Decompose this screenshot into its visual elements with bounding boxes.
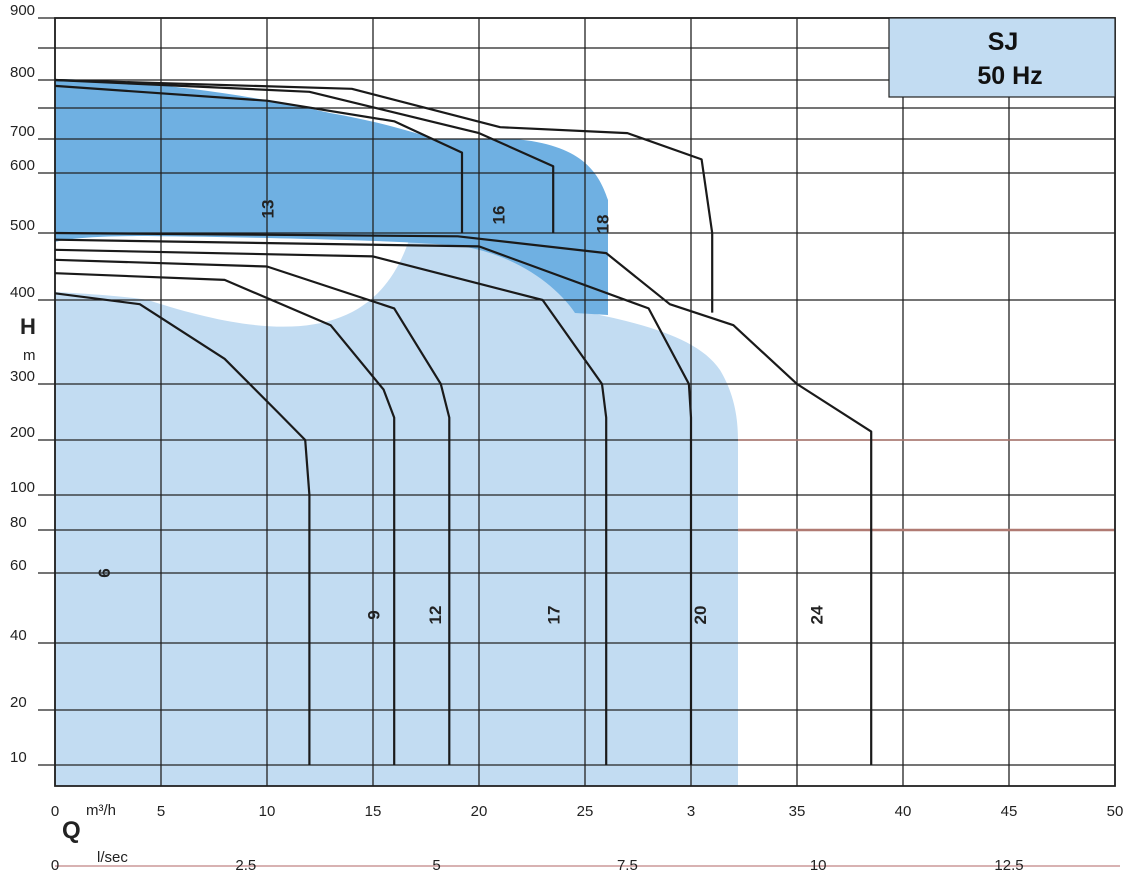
chart-title: SJ xyxy=(988,28,1019,56)
curve-label-13: 13 xyxy=(258,200,277,219)
x2-tick-label: 0 xyxy=(51,857,59,874)
y-tick-label: 100 xyxy=(10,479,35,496)
y-tick-label: 500 xyxy=(10,217,35,234)
x-tick-label: 3 xyxy=(687,803,695,820)
pump-curve-13 xyxy=(54,84,464,233)
x-tick-label: 40 xyxy=(895,803,912,820)
x2-tick-label: 7.5 xyxy=(617,857,638,874)
curve-label-6: 6 xyxy=(95,568,114,577)
y-tick-label: 60 xyxy=(10,557,27,574)
x-tick-label: 45 xyxy=(1001,803,1018,820)
x-tick-label: 20 xyxy=(471,803,488,820)
x2-axis-unit: l/sec xyxy=(97,849,128,866)
curve-label-16: 16 xyxy=(489,206,508,225)
chart-subtitle: 50 Hz xyxy=(977,62,1042,90)
pump-curve-16 xyxy=(54,78,555,233)
pump-curve-24 xyxy=(54,231,873,765)
pump-curves: 6 9 12 17 20 24 13 16 18 xyxy=(54,78,873,765)
x-tick-label: 25 xyxy=(577,803,594,820)
y-axis-title: H xyxy=(20,314,36,339)
title-box xyxy=(888,17,1116,98)
pump-curve-17 xyxy=(54,248,608,765)
y-tick-label: 700 xyxy=(10,123,35,140)
y-tick-label: 900 xyxy=(10,2,35,19)
y-tick-label: 400 xyxy=(10,284,35,301)
x-tick-label: 15 xyxy=(365,803,382,820)
y-tick-label: 600 xyxy=(10,157,35,174)
pump-curve-12 xyxy=(54,258,451,765)
y-tick-label: 80 xyxy=(10,514,27,531)
y-tick-label: 20 xyxy=(10,694,27,711)
x-tick-label: 50 xyxy=(1107,803,1124,820)
pump-curve-20 xyxy=(54,238,693,765)
x2-tick-label: 10 xyxy=(810,857,827,874)
curve-label-24: 24 xyxy=(807,605,826,624)
x2-tick-label: 2.5 xyxy=(235,857,256,874)
y-tick-label: 300 xyxy=(10,368,35,385)
x-tick-label: 35 xyxy=(789,803,806,820)
curve-label-20: 20 xyxy=(691,606,710,625)
x-tick-label: 0 xyxy=(51,803,59,820)
pump-curve-9 xyxy=(54,272,396,765)
y-tick-label: 10 xyxy=(10,749,27,766)
curve-label-9: 9 xyxy=(364,610,383,619)
curve-label-12: 12 xyxy=(426,606,445,625)
upper-range-area xyxy=(55,79,608,315)
curve-label-18: 18 xyxy=(593,215,612,234)
lower-range-area xyxy=(55,236,738,786)
x2-tick-label: 5 xyxy=(432,857,440,874)
x2-tick-label: 12.5 xyxy=(994,857,1023,874)
plot-frame xyxy=(54,17,1116,787)
x-tick-label: 10 xyxy=(259,803,276,820)
y-tick-label: 800 xyxy=(10,64,35,81)
x-axis-unit: m³/h xyxy=(86,802,116,819)
y-axis-unit: m xyxy=(23,347,36,364)
y-tick-label: 40 xyxy=(10,627,27,644)
x-tick-label: 5 xyxy=(157,803,165,820)
pump-curve-18 xyxy=(54,78,714,313)
x-axis-title: Q xyxy=(62,817,81,844)
curve-label-17: 17 xyxy=(545,606,564,625)
y-tick-label: 200 xyxy=(10,424,35,441)
pump-curve-6 xyxy=(54,292,311,765)
